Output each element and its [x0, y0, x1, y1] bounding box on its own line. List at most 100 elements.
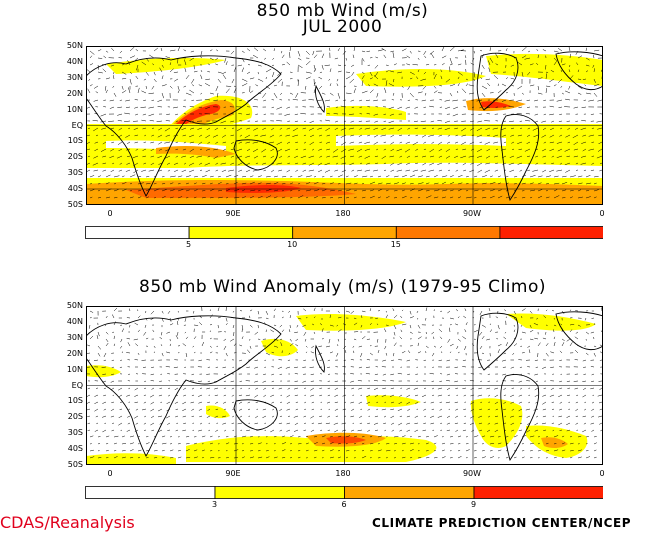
wind-vector-arrow [361, 50, 366, 53]
wind-vector-arrow [289, 343, 294, 347]
wind-vector-arrow [486, 148, 491, 152]
wind-vector-arrow [345, 71, 351, 73]
wind-vector-arrow [120, 401, 123, 403]
wind-vector-arrow [549, 105, 555, 108]
wind-vector-arrow [321, 53, 325, 59]
wind-vector-arrow [254, 380, 259, 383]
wind-vector-arrow [406, 394, 411, 398]
wind-vector-arrow [398, 401, 403, 405]
wind-vector-arrow [529, 189, 536, 192]
wind-vector-arrow [249, 456, 255, 459]
wind-vector-arrow [111, 401, 115, 404]
wind-vector-arrow [465, 196, 472, 199]
wind-vector-arrow [305, 60, 311, 66]
wind-vector-arrow [141, 90, 147, 94]
wind-vector-arrow [175, 408, 179, 410]
wind-vector-arrow [348, 113, 355, 115]
wind-vector-arrow [216, 92, 219, 98]
wind-vector-arrow [537, 182, 542, 185]
wind-vector-arrow [365, 373, 371, 375]
wind-vector-arrow [230, 338, 235, 342]
wind-vector-arrow [230, 148, 235, 150]
wind-vector-arrow [302, 380, 307, 383]
wind-vector-arrow [361, 336, 366, 340]
wind-vector-arrow [377, 435, 383, 438]
wind-vector-arrow [246, 429, 251, 432]
wind-vector-arrow [560, 323, 563, 326]
wind-vector-arrow [175, 394, 179, 397]
wind-vector-arrow [385, 449, 391, 452]
wind-vector-arrow [319, 387, 323, 389]
wind-vector-arrow [373, 169, 379, 172]
wind-vector-arrow [87, 429, 91, 431]
wind-vector-arrow [142, 113, 147, 116]
wind-vector-arrow [102, 401, 107, 404]
wind-vector-arrow [161, 92, 164, 99]
wind-vector-arrow [526, 141, 531, 144]
wind-vector-arrow [207, 366, 211, 368]
wind-vector-arrow [209, 196, 214, 199]
wind-vector-arrow [334, 401, 339, 403]
wind-vector-arrow [192, 345, 195, 348]
wind-vector-arrow [273, 345, 279, 348]
wind-vector-arrow [169, 62, 172, 66]
wind-vector-arrow [439, 401, 443, 403]
wind-vector-arrow [137, 190, 142, 192]
wind-vector-arrow [433, 336, 435, 340]
wind-vector-arrow [444, 120, 451, 123]
wind-vector-arrow [319, 323, 323, 326]
wind-vector-arrow [153, 442, 157, 445]
wind-vector-arrow [414, 106, 419, 109]
wind-vector-arrow [305, 189, 311, 192]
wind-vector-arrow [345, 175, 349, 178]
wind-vector-arrow [302, 162, 307, 165]
wind-vector-arrow [412, 169, 419, 172]
wind-vector-arrow [559, 134, 563, 137]
wind-vector-arrow [337, 316, 342, 319]
wind-vector-arrow [385, 196, 390, 199]
wind-vector-arrow [289, 190, 293, 192]
wind-vector-arrow [198, 84, 203, 87]
wind-vector-arrow [423, 148, 427, 150]
wind-vector-arrow [564, 162, 571, 166]
wind-vector-arrow [353, 88, 356, 94]
wind-vector-arrow [295, 148, 299, 151]
wind-vector-arrow [110, 380, 115, 383]
wind-vector-arrow [94, 401, 99, 404]
wind-vector-arrow [158, 127, 163, 131]
wind-vector-arrow [294, 331, 299, 333]
wind-vector-arrow [352, 54, 355, 59]
wind-vector-arrow [129, 442, 134, 445]
wind-vector-arrow [409, 316, 414, 319]
wind-vector-arrow [297, 50, 301, 57]
wind-vector-arrow [575, 422, 579, 425]
wind-vector-arrow [494, 155, 499, 158]
wind-vector-arrow [161, 352, 164, 357]
wind-vector-arrow [510, 77, 515, 80]
wind-vector-arrow [406, 359, 411, 362]
wind-vector-arrow [145, 196, 149, 199]
wind-vector-arrow [286, 408, 291, 411]
wind-vector-arrow [438, 359, 443, 362]
wind-vector-arrow [319, 71, 323, 74]
wind-vector-arrow [446, 429, 451, 432]
wind-vector-arrow [87, 387, 91, 390]
wind-vector-arrow [590, 387, 595, 390]
wind-vector-arrow [509, 169, 515, 173]
wind-vector-arrow [382, 387, 387, 390]
wind-vector-arrow [281, 316, 284, 319]
wind-vector-arrow [365, 99, 371, 102]
wind-vector-arrow [225, 450, 228, 452]
wind-vector-arrow [422, 429, 427, 432]
wind-vector-arrow [456, 345, 459, 350]
wind-vector-arrow [132, 155, 139, 159]
wind-vector-arrow [159, 337, 163, 340]
wind-vector-arrow [383, 415, 387, 418]
wind-vector-arrow [188, 162, 195, 166]
wind-vector-arrow [542, 337, 547, 340]
wind-vector-arrow [329, 47, 331, 52]
wind-vector-arrow [577, 196, 583, 199]
wind-vector-arrow [556, 141, 563, 144]
wind-vector-arrow [532, 169, 539, 172]
wind-vector-arrow [294, 373, 299, 375]
